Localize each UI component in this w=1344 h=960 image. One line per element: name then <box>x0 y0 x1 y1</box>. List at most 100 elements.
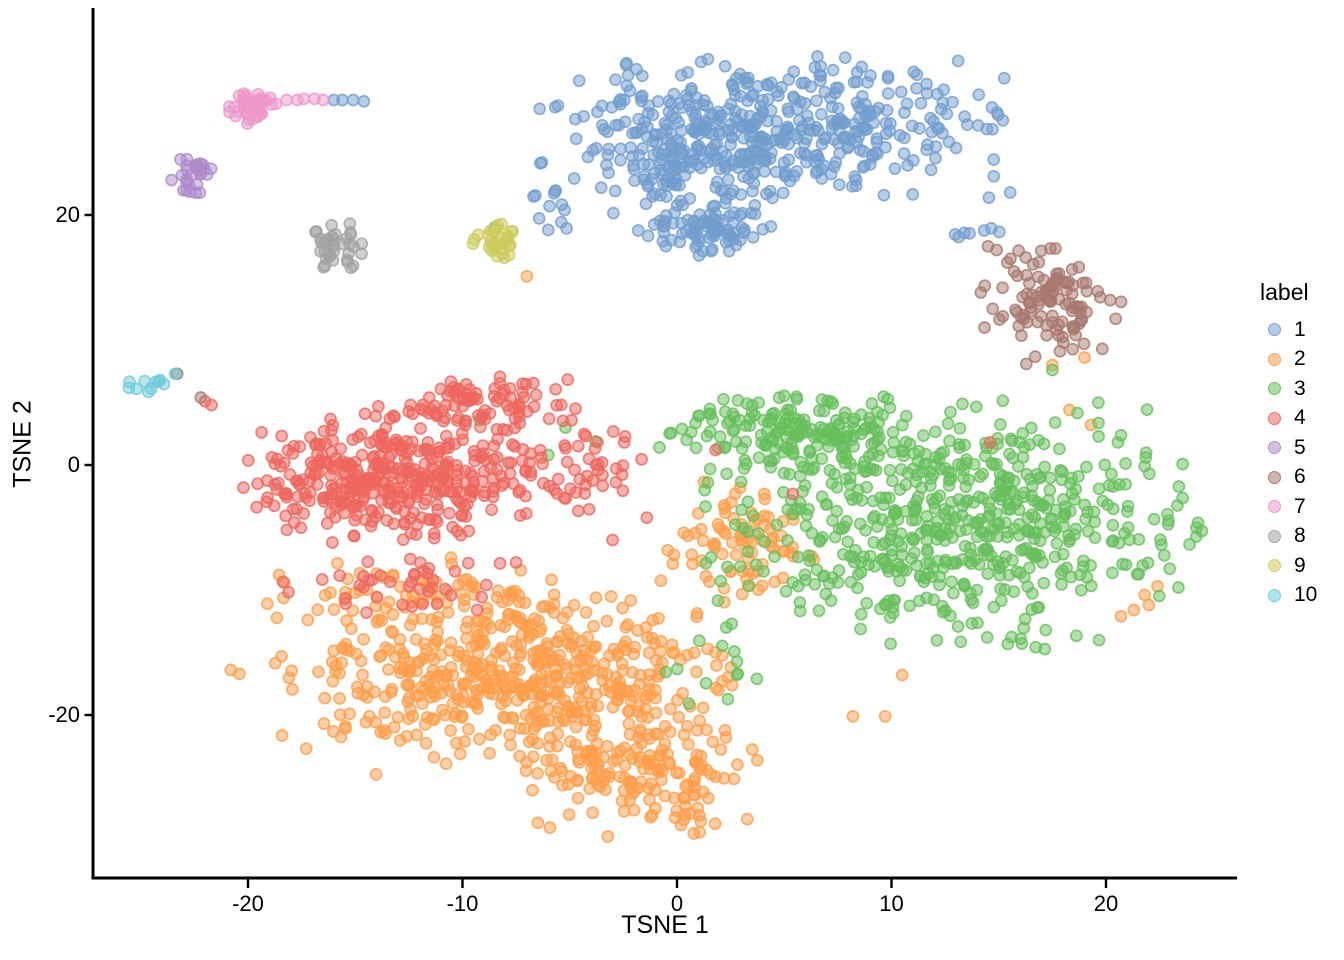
data-point-label-1 <box>708 148 722 162</box>
data-point-label-3 <box>929 425 942 439</box>
data-point-label-4 <box>640 511 654 524</box>
data-point-label-2 <box>681 778 695 791</box>
data-point-label-3 <box>1023 438 1037 451</box>
legend-item-label: 1 <box>1294 317 1306 341</box>
data-point-label-4 <box>454 496 468 510</box>
data-point-label-4 <box>398 451 412 465</box>
data-point-label-4 <box>411 470 425 483</box>
data-point-label-2 <box>649 727 662 740</box>
data-point-label-1 <box>741 71 755 85</box>
data-point-label-4 <box>591 435 604 449</box>
data-point-label-1 <box>798 137 811 150</box>
data-point-label-3 <box>847 440 860 453</box>
data-point-label-1 <box>719 196 732 210</box>
legend-item: 9 <box>1252 551 1317 581</box>
data-point-label-1 <box>855 60 868 74</box>
data-point-label-2 <box>420 643 433 657</box>
data-point-label-3 <box>838 456 852 470</box>
data-point-label-4 <box>529 388 543 402</box>
data-point-label-1 <box>623 84 637 98</box>
data-point-label-2 <box>460 572 473 586</box>
data-point-label-3 <box>689 441 703 455</box>
data-point-label-3 <box>745 399 759 412</box>
data-point-label-4 <box>569 402 582 416</box>
data-point-label-1 <box>569 132 583 146</box>
data-point-label-1 <box>898 106 911 119</box>
data-point-label-1 <box>742 159 755 173</box>
data-point-label-3 <box>734 475 748 489</box>
data-point-label-10 <box>142 385 155 399</box>
data-point-label-4 <box>616 484 630 498</box>
data-point-label-3 <box>974 525 988 538</box>
data-point-label-3 <box>1142 467 1156 481</box>
data-point-label-2 <box>331 556 344 570</box>
data-point-label-3 <box>910 559 924 572</box>
data-point-label-3 <box>692 634 706 648</box>
data-point-label-4 <box>618 430 632 443</box>
data-point-label-4 <box>549 382 563 396</box>
data-point-label-2 <box>642 757 656 771</box>
data-point-label-2 <box>318 691 332 705</box>
data-point-label-2 <box>731 758 744 771</box>
legend-swatch-icon <box>1268 382 1281 396</box>
data-point-label-3 <box>964 593 978 607</box>
data-point-label-2 <box>468 696 482 710</box>
data-point-label-1 <box>855 89 869 103</box>
data-point-label-3 <box>777 466 791 480</box>
data-point-label-2 <box>513 649 527 663</box>
data-point-label-1 <box>925 125 939 139</box>
data-point-label-2 <box>379 727 392 740</box>
data-point-label-3 <box>1013 435 1026 449</box>
data-point-label-1 <box>942 135 956 149</box>
legend-swatch-icon <box>1268 411 1281 425</box>
data-point-label-2 <box>501 608 515 621</box>
legend-item: 1 <box>1252 315 1317 345</box>
data-point-label-1 <box>567 172 581 185</box>
data-point-label-3 <box>888 504 902 517</box>
data-point-label-3 <box>945 575 958 589</box>
data-point-label-1 <box>696 98 710 112</box>
data-point-label-1 <box>778 165 792 179</box>
data-point-label-2 <box>1127 603 1141 617</box>
data-point-label-2 <box>714 743 728 756</box>
data-point-label-4 <box>461 556 475 570</box>
data-point-label-4 <box>326 536 339 549</box>
data-point-label-2 <box>699 569 713 583</box>
data-point-label-3 <box>1172 480 1186 493</box>
data-point-label-3 <box>675 422 689 436</box>
data-point-label-4 <box>303 494 316 508</box>
data-point-label-1 <box>653 156 667 170</box>
data-point-label-2 <box>579 606 593 619</box>
data-point-label-4 <box>470 603 484 617</box>
data-point-label-4 <box>554 398 568 412</box>
data-point-label-4 <box>571 439 585 453</box>
data-point-label-4 <box>709 443 722 457</box>
data-point-label-1 <box>827 133 841 146</box>
data-point-label-3 <box>682 697 696 710</box>
legend-item: 4 <box>1252 404 1317 434</box>
data-point-label-2 <box>439 757 453 771</box>
data-point-label-1 <box>872 101 885 115</box>
data-point-label-3 <box>878 536 892 550</box>
data-point-label-3 <box>782 443 795 456</box>
data-point-label-2 <box>513 611 527 625</box>
data-point-label-4 <box>275 429 289 443</box>
data-point-label-3 <box>959 480 973 494</box>
legend-items: 1 2 3 4 5 6 7 8 9 10 <box>1252 315 1317 610</box>
data-point-label-3 <box>699 676 713 690</box>
data-point-label-6 <box>986 302 1000 316</box>
data-point-label-2 <box>716 547 729 561</box>
data-point-label-1 <box>629 126 642 139</box>
data-point-label-2 <box>658 737 672 751</box>
data-point-label-1 <box>718 59 732 73</box>
data-point-label-3 <box>962 554 976 568</box>
data-point-label-2 <box>378 706 392 720</box>
data-point-label-4 <box>380 514 394 527</box>
data-point-label-3 <box>854 622 867 636</box>
data-point-label-2 <box>586 806 599 820</box>
data-point-label-2 <box>335 656 349 670</box>
data-point-label-2 <box>459 621 473 635</box>
data-point-label-2 <box>334 730 348 744</box>
data-point-label-3 <box>1092 633 1106 647</box>
data-point-label-4 <box>485 503 498 517</box>
